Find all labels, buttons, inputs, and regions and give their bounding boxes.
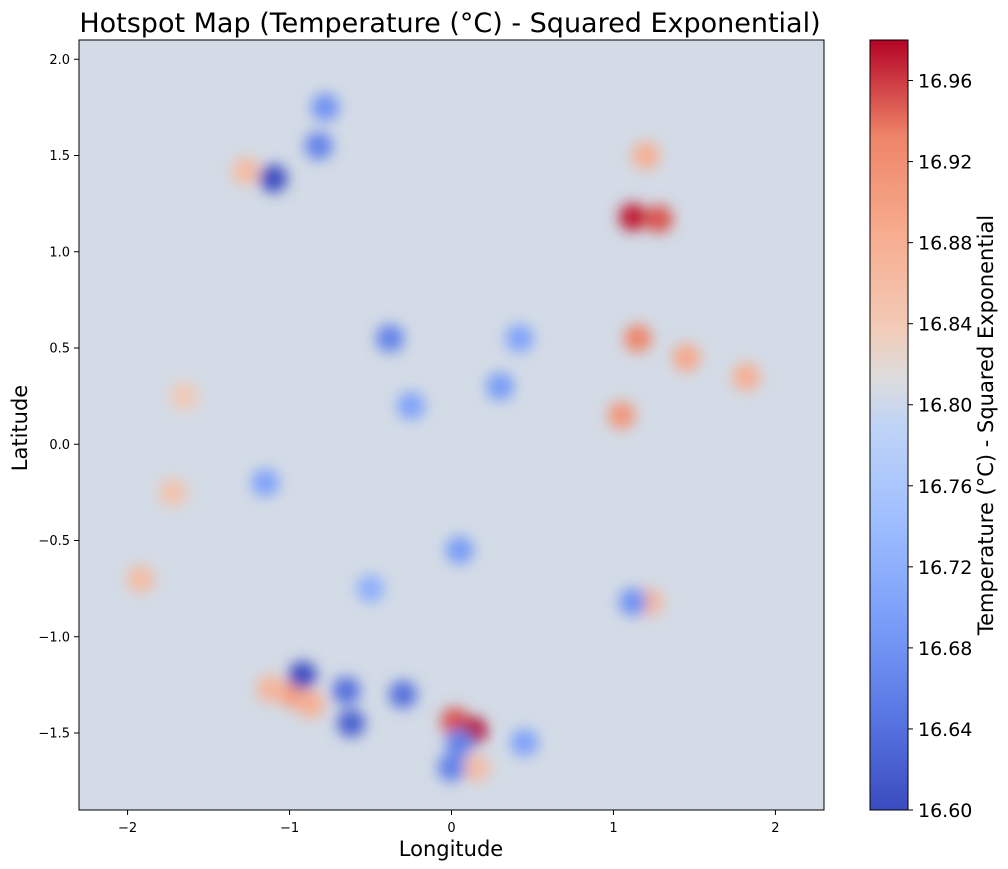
hotspot-15 (170, 382, 199, 411)
colorbar-tick-label: 16.96 (918, 71, 972, 93)
x-tick-label: −2 (118, 821, 137, 836)
chart-title: Hotspot Map (Temperature (°C) - Squared … (79, 8, 820, 39)
hotspot-28 (375, 324, 404, 353)
hotspot-22 (332, 676, 361, 705)
hotspot-23 (388, 680, 417, 709)
x-tick-label: 2 (771, 821, 779, 836)
colorbar-label: Temperature (°C) - Squared Exponential (974, 215, 998, 636)
hotspot-34 (618, 588, 647, 617)
hotspot-35 (356, 574, 385, 603)
hotspot-12 (256, 674, 285, 703)
y-tick-label: 1.5 (49, 149, 70, 164)
x-tick-label: 0 (447, 821, 455, 836)
heatmap-layer (126, 93, 761, 782)
plot-background (79, 40, 824, 810)
colorbar-ticks: 16.60 16.64 16.68 16.72 16.76 16.80 16.84 16.88… (908, 71, 972, 822)
y-tick-label: 2.0 (49, 53, 70, 68)
x-tick-label: 1 (609, 821, 617, 836)
colorbar-tick-label: 16.68 (918, 638, 972, 660)
hotspot-33 (251, 468, 280, 497)
y-tick-label: −1.0 (38, 630, 70, 645)
y-tick-label: −1.5 (38, 727, 70, 742)
x-axis: −2 −1 0 1 2 (118, 810, 780, 836)
hotspot-4 (672, 343, 701, 372)
colorbar-tick-label: 16.76 (918, 476, 972, 498)
hotspot-19 (304, 131, 333, 160)
colorbar-tick-label: 16.72 (918, 557, 972, 579)
colorbar-tick-label: 16.88 (918, 233, 972, 255)
hotspot-29 (397, 391, 426, 420)
hotspot-16 (231, 156, 260, 185)
hotspot-3 (607, 401, 636, 430)
colorbar-tick-label: 16.60 (918, 800, 972, 822)
x-tick-label: −1 (280, 821, 299, 836)
hotspot-20 (311, 93, 340, 122)
y-tick-label: −0.5 (38, 534, 70, 549)
hotspot-14 (158, 478, 187, 507)
hotspot-30 (486, 372, 515, 401)
colorbar: 16.60 16.64 16.68 16.72 16.76 16.80 16.84 16.88… (869, 39, 998, 822)
y-tick-label: 1.0 (49, 245, 70, 260)
hotspot-1 (644, 205, 673, 234)
hotspot-13 (126, 565, 155, 593)
y-axis: −1.5 −1.0 −0.5 0.0 0.5 1.0 1.5 2.0 (38, 53, 79, 742)
y-tick-label: 0.0 (49, 438, 70, 453)
hotspot-6 (631, 141, 660, 170)
x-axis-label: Longitude (399, 837, 503, 861)
colorbar-tick-label: 16.80 (918, 395, 972, 417)
hotspot-32 (445, 536, 474, 565)
colorbar-tick-label: 16.92 (918, 152, 972, 174)
hotspot-25 (445, 728, 474, 757)
hotspot-27 (437, 753, 466, 782)
colorbar-tick-label: 16.64 (918, 719, 972, 741)
hotspot-5 (732, 362, 761, 391)
colorbar-gradient (869, 39, 909, 811)
hotspot-31 (505, 324, 534, 353)
hotspot-2 (623, 324, 652, 353)
hotspot-24 (337, 709, 366, 738)
y-axis-label: Latitude (8, 385, 32, 471)
hotspot-0 (618, 203, 647, 232)
colorbar-tick-label: 16.84 (918, 314, 972, 336)
hotspot-11 (296, 690, 325, 719)
hotspot-26 (510, 728, 539, 757)
hotspot-9 (461, 753, 490, 782)
plot-area (78, 39, 825, 811)
y-tick-label: 0.5 (49, 342, 70, 357)
hotspot-18 (259, 164, 288, 193)
hotspot-21 (288, 661, 317, 690)
